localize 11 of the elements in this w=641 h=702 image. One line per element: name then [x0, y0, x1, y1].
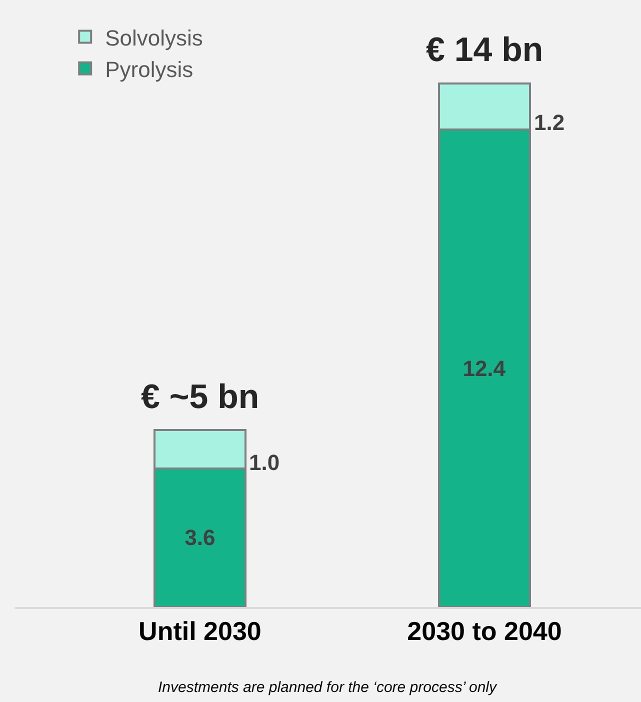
data-label: 3.6: [184, 525, 216, 550]
legend-label: Pyrolysis: [105, 56, 194, 82]
legend-label: Solvolysis: [105, 25, 203, 50]
data-label: 12.4: [462, 356, 506, 381]
total-label: € ~5 bn: [141, 378, 260, 416]
x-tick-label: 2030 to 2040: [407, 616, 562, 646]
x-tick-label: Until 2030: [138, 616, 262, 646]
text: Investments are planned for the ‘core process’ only: [158, 679, 498, 696]
total-label: € 14 bn: [426, 31, 544, 69]
data-label: 1.2: [534, 110, 565, 135]
data-label: 1.0: [249, 450, 280, 475]
